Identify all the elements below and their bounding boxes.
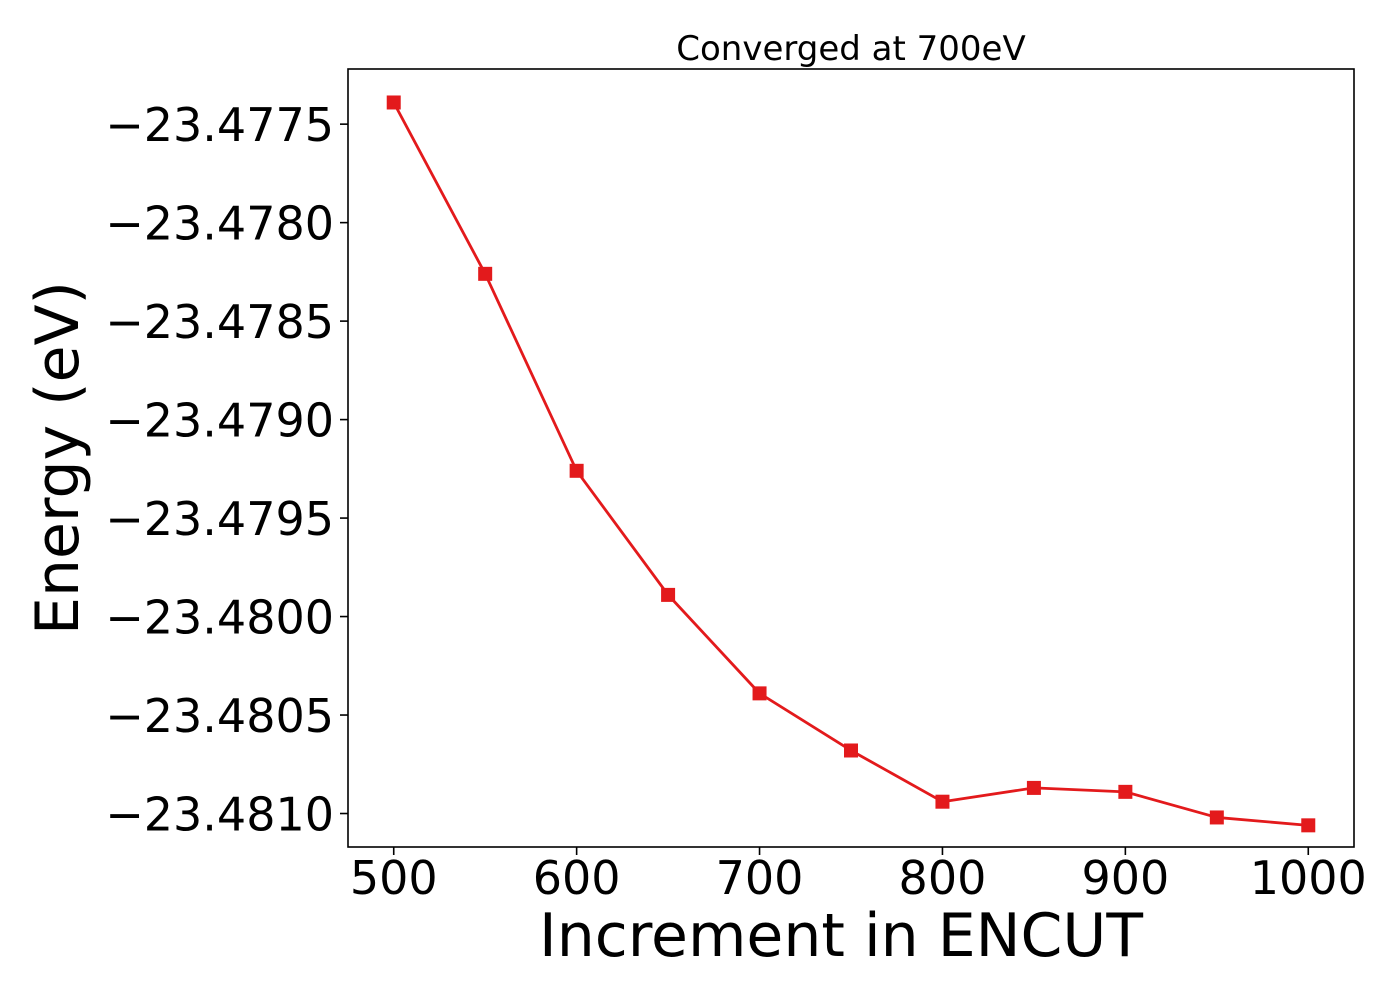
y-tick-label: −23.4785 xyxy=(105,295,334,349)
data-point-marker xyxy=(1118,784,1133,799)
x-tick-label: 600 xyxy=(533,851,621,905)
plot-area-frame xyxy=(347,68,1355,848)
data-point-marker xyxy=(569,463,584,478)
y-tick-label: −23.4790 xyxy=(105,394,334,448)
data-point-marker xyxy=(844,743,858,758)
chart-title: Converged at 700eV xyxy=(676,29,1025,69)
data-point-marker xyxy=(935,794,950,809)
series-layer xyxy=(386,95,1316,833)
axis-ticks: 500 600 700 800 900 1000 −23.4775 −23.4780 −23.4… xyxy=(105,98,1367,905)
y-tick-label: −23.4780 xyxy=(105,197,334,251)
data-point-marker xyxy=(752,686,767,701)
x-tick-label: 1000 xyxy=(1250,851,1367,905)
y-tick-label: −23.4805 xyxy=(105,689,334,743)
y-axis-label: Energy (eV) xyxy=(23,281,93,635)
x-tick-label: 500 xyxy=(350,851,438,905)
y-tick-label: −23.4800 xyxy=(105,591,334,645)
data-point-marker xyxy=(661,587,676,602)
data-point-marker xyxy=(1301,818,1316,833)
data-point-marker xyxy=(1026,780,1041,795)
data-point-marker xyxy=(478,266,493,281)
data-point-marker xyxy=(1209,810,1224,825)
data-point-marker xyxy=(386,95,401,110)
x-axis-label: Increment in ENCUT xyxy=(539,901,1143,971)
x-tick-label: 800 xyxy=(899,851,987,905)
y-tick-label: −23.4775 xyxy=(105,98,334,152)
x-tick-label: 700 xyxy=(716,851,804,905)
y-tick-label: −23.4810 xyxy=(105,788,334,842)
y-tick-label: −23.4795 xyxy=(105,492,334,546)
x-tick-label: 900 xyxy=(1081,851,1169,905)
